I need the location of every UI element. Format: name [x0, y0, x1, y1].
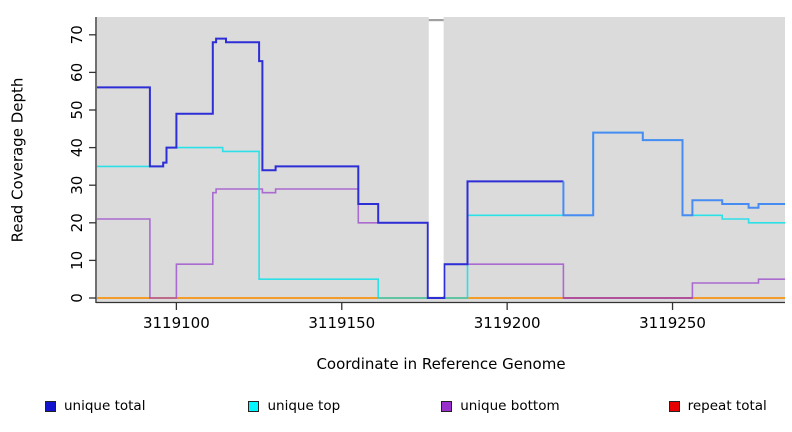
y-tick-label: 60 [68, 63, 86, 82]
x-axis-label: Coordinate in Reference Genome [316, 355, 566, 373]
legend-item-repeat-total: repeat total [668, 398, 767, 414]
x-tick-label: 3119150 [308, 314, 375, 332]
series-line-unique-bottom [97, 188, 785, 299]
coverage-gap-cap [428, 19, 444, 22]
legend-label-unique-total: unique total [64, 398, 146, 414]
legend-swatch-unique-total [45, 400, 56, 412]
legend-swatch-unique-top [248, 400, 260, 412]
series-line-unique-total [97, 37, 564, 299]
legend-item-unique-bottom: unique bottom [441, 398, 560, 414]
x-tick-label: 3119250 [639, 314, 706, 332]
y-tick-label: 20 [68, 213, 86, 232]
y-tick-label: 70 [68, 25, 86, 44]
legend-label-repeat-total: repeat total [687, 398, 767, 414]
y-tick-label: 40 [68, 138, 86, 157]
legend-label-unique-top: unique top [267, 398, 341, 414]
legend-label-unique-bottom: unique bottom [460, 398, 560, 414]
plot-area: 0 10 20 30 40 50 60 70 3119100 3119150 3119200 3119… [68, 17, 785, 332]
legend-item-unique-top: unique top [248, 398, 340, 414]
series-line-unique-total-overlap [562, 131, 785, 217]
x-tick-label: 3119100 [143, 314, 210, 332]
legend-swatch-unique-bottom [441, 400, 453, 412]
y-axis-label: Read Coverage Depth [6, 0, 28, 320]
y-tick-label: 50 [68, 100, 86, 119]
y-tick-label: 10 [68, 251, 86, 270]
legend-item-unique-total: unique total [45, 398, 145, 414]
legend-swatch-repeat-total [668, 400, 680, 412]
y-tick-label: 0 [68, 293, 86, 303]
x-tick-label: 3119200 [474, 314, 541, 332]
legend: unique total unique top unique bottom repea… [45, 398, 783, 414]
coverage-gap-band [428, 17, 444, 297]
y-axis-label-text: Read Coverage Depth [8, 77, 26, 243]
y-tick-label: 30 [68, 176, 86, 195]
